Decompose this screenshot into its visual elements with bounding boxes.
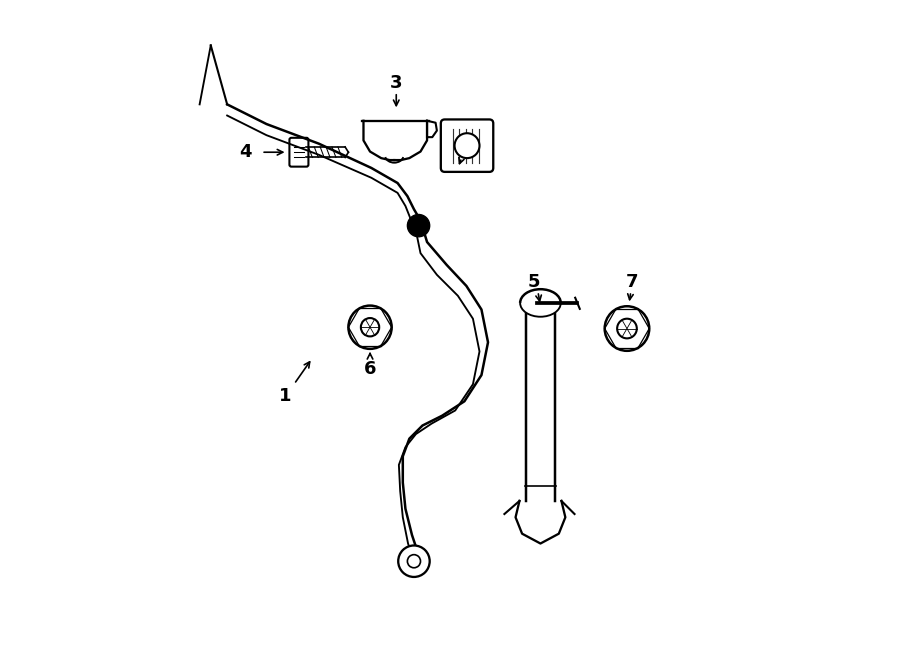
Circle shape: [454, 134, 480, 158]
Text: 6: 6: [364, 360, 376, 377]
Text: 5: 5: [527, 273, 540, 291]
FancyBboxPatch shape: [441, 120, 493, 172]
Text: 3: 3: [390, 74, 402, 92]
Circle shape: [361, 318, 379, 336]
Text: 1: 1: [279, 387, 291, 405]
Text: 2: 2: [455, 141, 468, 159]
Text: 4: 4: [239, 143, 252, 161]
Circle shape: [408, 214, 429, 237]
Circle shape: [348, 305, 392, 349]
Circle shape: [617, 319, 637, 338]
Circle shape: [398, 545, 429, 577]
Text: 7: 7: [626, 273, 638, 291]
Circle shape: [408, 555, 420, 568]
Circle shape: [605, 306, 649, 351]
FancyBboxPatch shape: [290, 137, 309, 167]
